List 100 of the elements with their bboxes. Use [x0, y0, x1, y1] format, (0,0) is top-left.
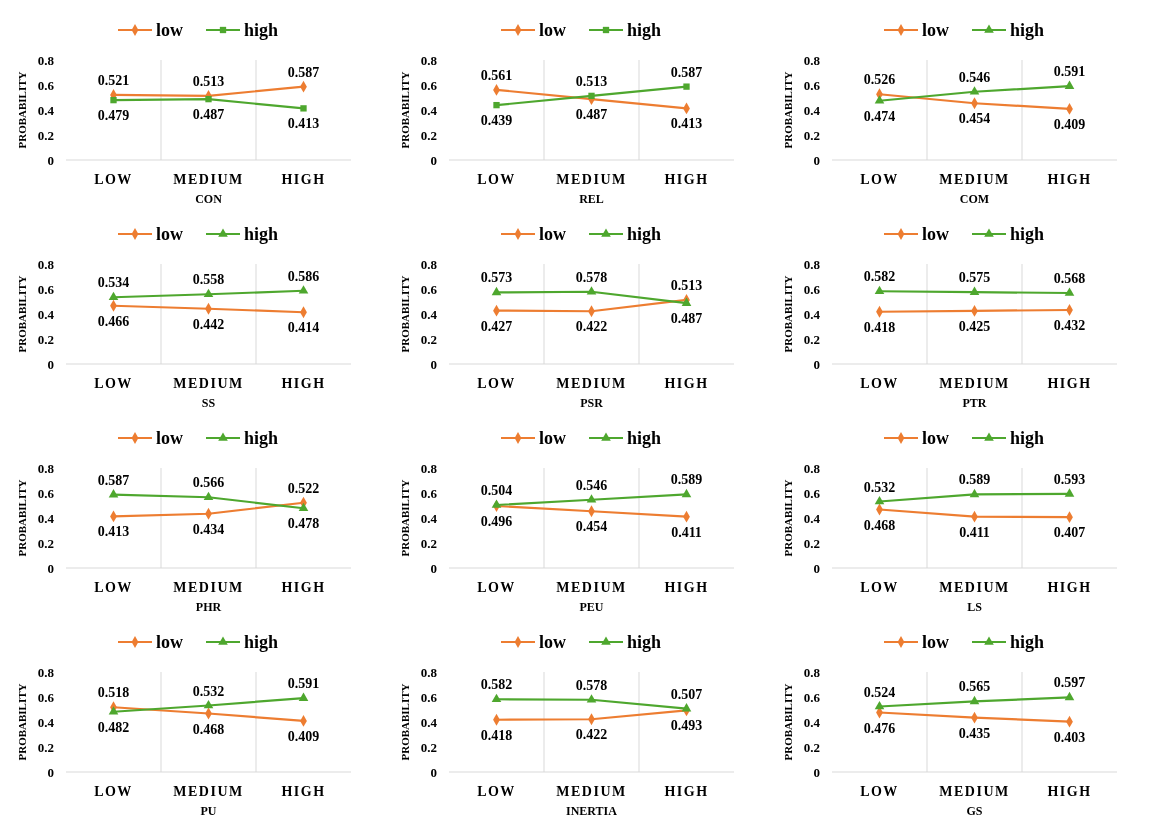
x-tick-label: MEDIUM: [173, 580, 244, 595]
y-tick-label: 0.4: [803, 306, 821, 322]
legend-label: high: [244, 224, 279, 245]
legend-label: low: [922, 224, 949, 245]
y-tick-label: 0.6: [37, 689, 55, 705]
data-label: 0.587: [670, 64, 703, 80]
x-tick-label: HIGH: [1047, 580, 1092, 595]
point: [874, 95, 885, 104]
legend-label: high: [1010, 20, 1045, 41]
legend-label: high: [244, 428, 279, 449]
point: [874, 700, 885, 710]
data-label: 0.546: [575, 477, 608, 493]
data-label: 0.487: [192, 107, 225, 123]
y-tick-label: 0.8: [803, 256, 821, 272]
x-tick-label: MEDIUM: [939, 172, 1010, 187]
legend-label: low: [922, 20, 949, 41]
legend-label: low: [539, 20, 566, 41]
x-axis-title: PHR: [195, 600, 222, 614]
data-label: 0.589: [670, 472, 703, 488]
x-axis-title: PU: [200, 804, 217, 818]
x-axis-title: REL: [579, 192, 604, 206]
y-tick-label: 0.2: [37, 535, 54, 551]
x-tick-label: MEDIUM: [939, 580, 1010, 595]
point: [1064, 691, 1075, 701]
y-tick-label: 0.2: [420, 739, 437, 755]
x-tick-label: HIGH: [281, 580, 326, 595]
data-label: 0.411: [671, 524, 702, 540]
x-tick-label: HIGH: [1047, 172, 1092, 187]
x-tick-label: MEDIUM: [173, 376, 244, 391]
data-label: 0.403: [1053, 729, 1086, 745]
data-label: 0.589: [958, 472, 991, 488]
y-tick-label: 0.2: [420, 535, 437, 551]
data-label: 0.575: [958, 270, 991, 286]
data-label: 0.558: [192, 272, 225, 288]
y-tick-label: 0.8: [37, 460, 55, 476]
point: [586, 494, 597, 503]
y-tick-label: 0.4: [420, 510, 438, 526]
y-tick-label: 0.6: [420, 485, 438, 501]
point: [969, 286, 980, 295]
y-tick-label: 0.4: [37, 306, 55, 322]
y-tick-label: 0: [430, 764, 437, 780]
data-label: 0.587: [97, 472, 130, 488]
x-tick-label: LOW: [860, 376, 899, 391]
data-label: 0.597: [1053, 675, 1086, 691]
data-label: 0.504: [480, 483, 513, 498]
y-tick-label: 0.6: [37, 485, 55, 501]
y-tick-label: 0: [47, 764, 54, 780]
y-tick-label: 0.6: [420, 77, 438, 93]
data-label: 0.578: [575, 269, 608, 285]
point: [300, 105, 307, 112]
data-label: 0.409: [287, 728, 320, 744]
point: [298, 285, 309, 294]
y-tick-label: 0.8: [420, 256, 438, 272]
y-tick-label: 0.4: [420, 102, 438, 118]
legend-label: high: [627, 428, 662, 449]
data-label: 0.522: [287, 480, 320, 496]
x-axis-title: PTR: [962, 396, 987, 410]
point: [588, 92, 595, 100]
data-label: 0.422: [575, 727, 608, 743]
x-tick-label: LOW: [94, 784, 133, 799]
y-tick-label: 0.6: [803, 281, 821, 297]
data-label: 0.442: [192, 316, 225, 332]
y-tick-label: 0.4: [803, 714, 821, 730]
y-tick-label: 0.4: [803, 102, 821, 118]
legend-label: high: [1010, 428, 1045, 449]
y-axis-title: PROBABILITY: [782, 683, 794, 761]
data-label: 0.591: [287, 676, 320, 692]
data-label: 0.432: [1053, 318, 1086, 333]
x-tick-label: MEDIUM: [173, 784, 244, 799]
point: [681, 703, 692, 712]
x-axis-title: INERTIA: [566, 804, 618, 818]
point: [203, 491, 214, 501]
data-label: 0.513: [192, 73, 225, 89]
point: [491, 286, 502, 296]
data-label: 0.582: [863, 269, 896, 285]
data-label: 0.411: [959, 524, 990, 540]
y-tick-label: 0: [813, 764, 820, 780]
x-tick-label: HIGH: [664, 172, 709, 187]
y-tick-label: 0: [813, 152, 820, 168]
data-label: 0.418: [480, 727, 513, 743]
y-tick-label: 0: [813, 560, 820, 576]
data-label: 0.513: [575, 73, 608, 89]
x-tick-label: HIGH: [664, 580, 709, 595]
y-axis-title: PROBABILITY: [782, 71, 794, 149]
y-tick-label: 0.4: [420, 306, 438, 322]
point: [491, 499, 502, 508]
legend-label: high: [1010, 224, 1045, 245]
data-label: 0.413: [97, 524, 130, 540]
point: [1064, 488, 1075, 497]
data-label: 0.409: [1053, 116, 1086, 132]
y-tick-label: 0.6: [803, 77, 821, 93]
x-tick-label: LOW: [477, 172, 516, 187]
data-label: 0.546: [958, 69, 991, 85]
y-tick-label: 0.8: [420, 460, 438, 476]
data-label: 0.468: [863, 517, 896, 533]
data-label: 0.407: [1053, 525, 1086, 541]
point: [108, 706, 119, 715]
point: [586, 286, 597, 295]
y-tick-label: 0.6: [37, 281, 55, 297]
data-label: 0.414: [287, 320, 320, 336]
